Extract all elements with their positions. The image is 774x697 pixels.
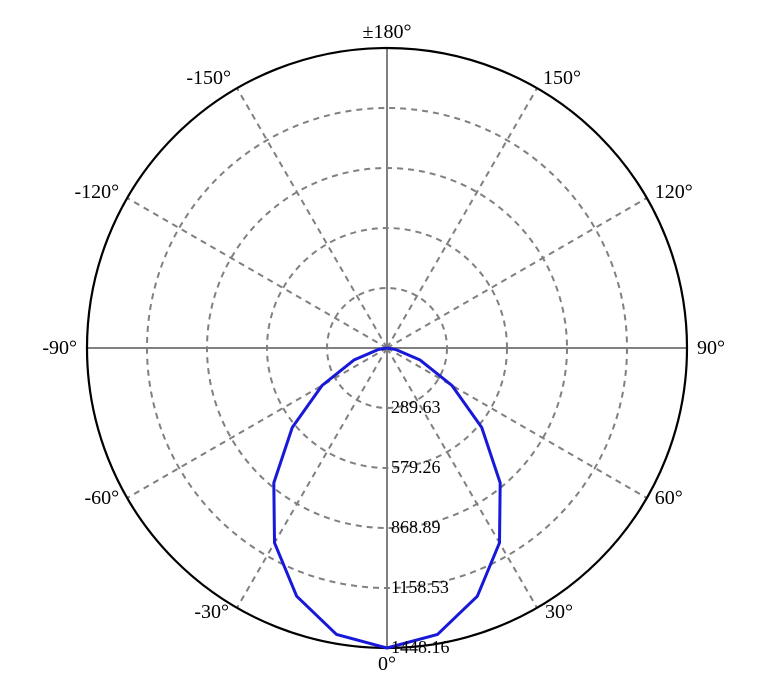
angle-label: -90° [42, 337, 77, 359]
angle-label: 90° [697, 337, 725, 359]
radial-value-label: 1448.16 [391, 637, 450, 657]
radial-value-labels: 289.63 579.26 868.89 1158.53 1448.16 [391, 397, 450, 657]
radial-value-label: 1158.53 [391, 577, 449, 597]
polar-chart: 289.63 579.26 868.89 1158.53 1448.16 0° 30° 60… [0, 0, 774, 697]
grid-spoke [127, 198, 387, 348]
angle-label: 0° [378, 653, 396, 675]
radial-value-label: 868.89 [391, 517, 441, 537]
angle-label: -150° [186, 67, 231, 89]
grid-spoke [127, 348, 387, 498]
grid-spoke [387, 348, 537, 608]
grid-spoke [387, 198, 647, 348]
angle-label: -120° [75, 181, 120, 203]
grid-spoke [387, 88, 537, 348]
angle-label: 120° [655, 181, 693, 203]
angle-label: 60° [655, 487, 683, 509]
radial-value-label: 289.63 [391, 397, 441, 417]
radial-value-label: 579.26 [391, 457, 441, 477]
angle-label: ±180° [363, 21, 412, 43]
grid-spoke [237, 88, 387, 348]
angle-label: -30° [194, 601, 229, 623]
grid-spoke [237, 348, 387, 608]
angle-label: -60° [85, 487, 120, 509]
angle-label: 30° [545, 601, 573, 623]
angle-label: 150° [543, 67, 581, 89]
